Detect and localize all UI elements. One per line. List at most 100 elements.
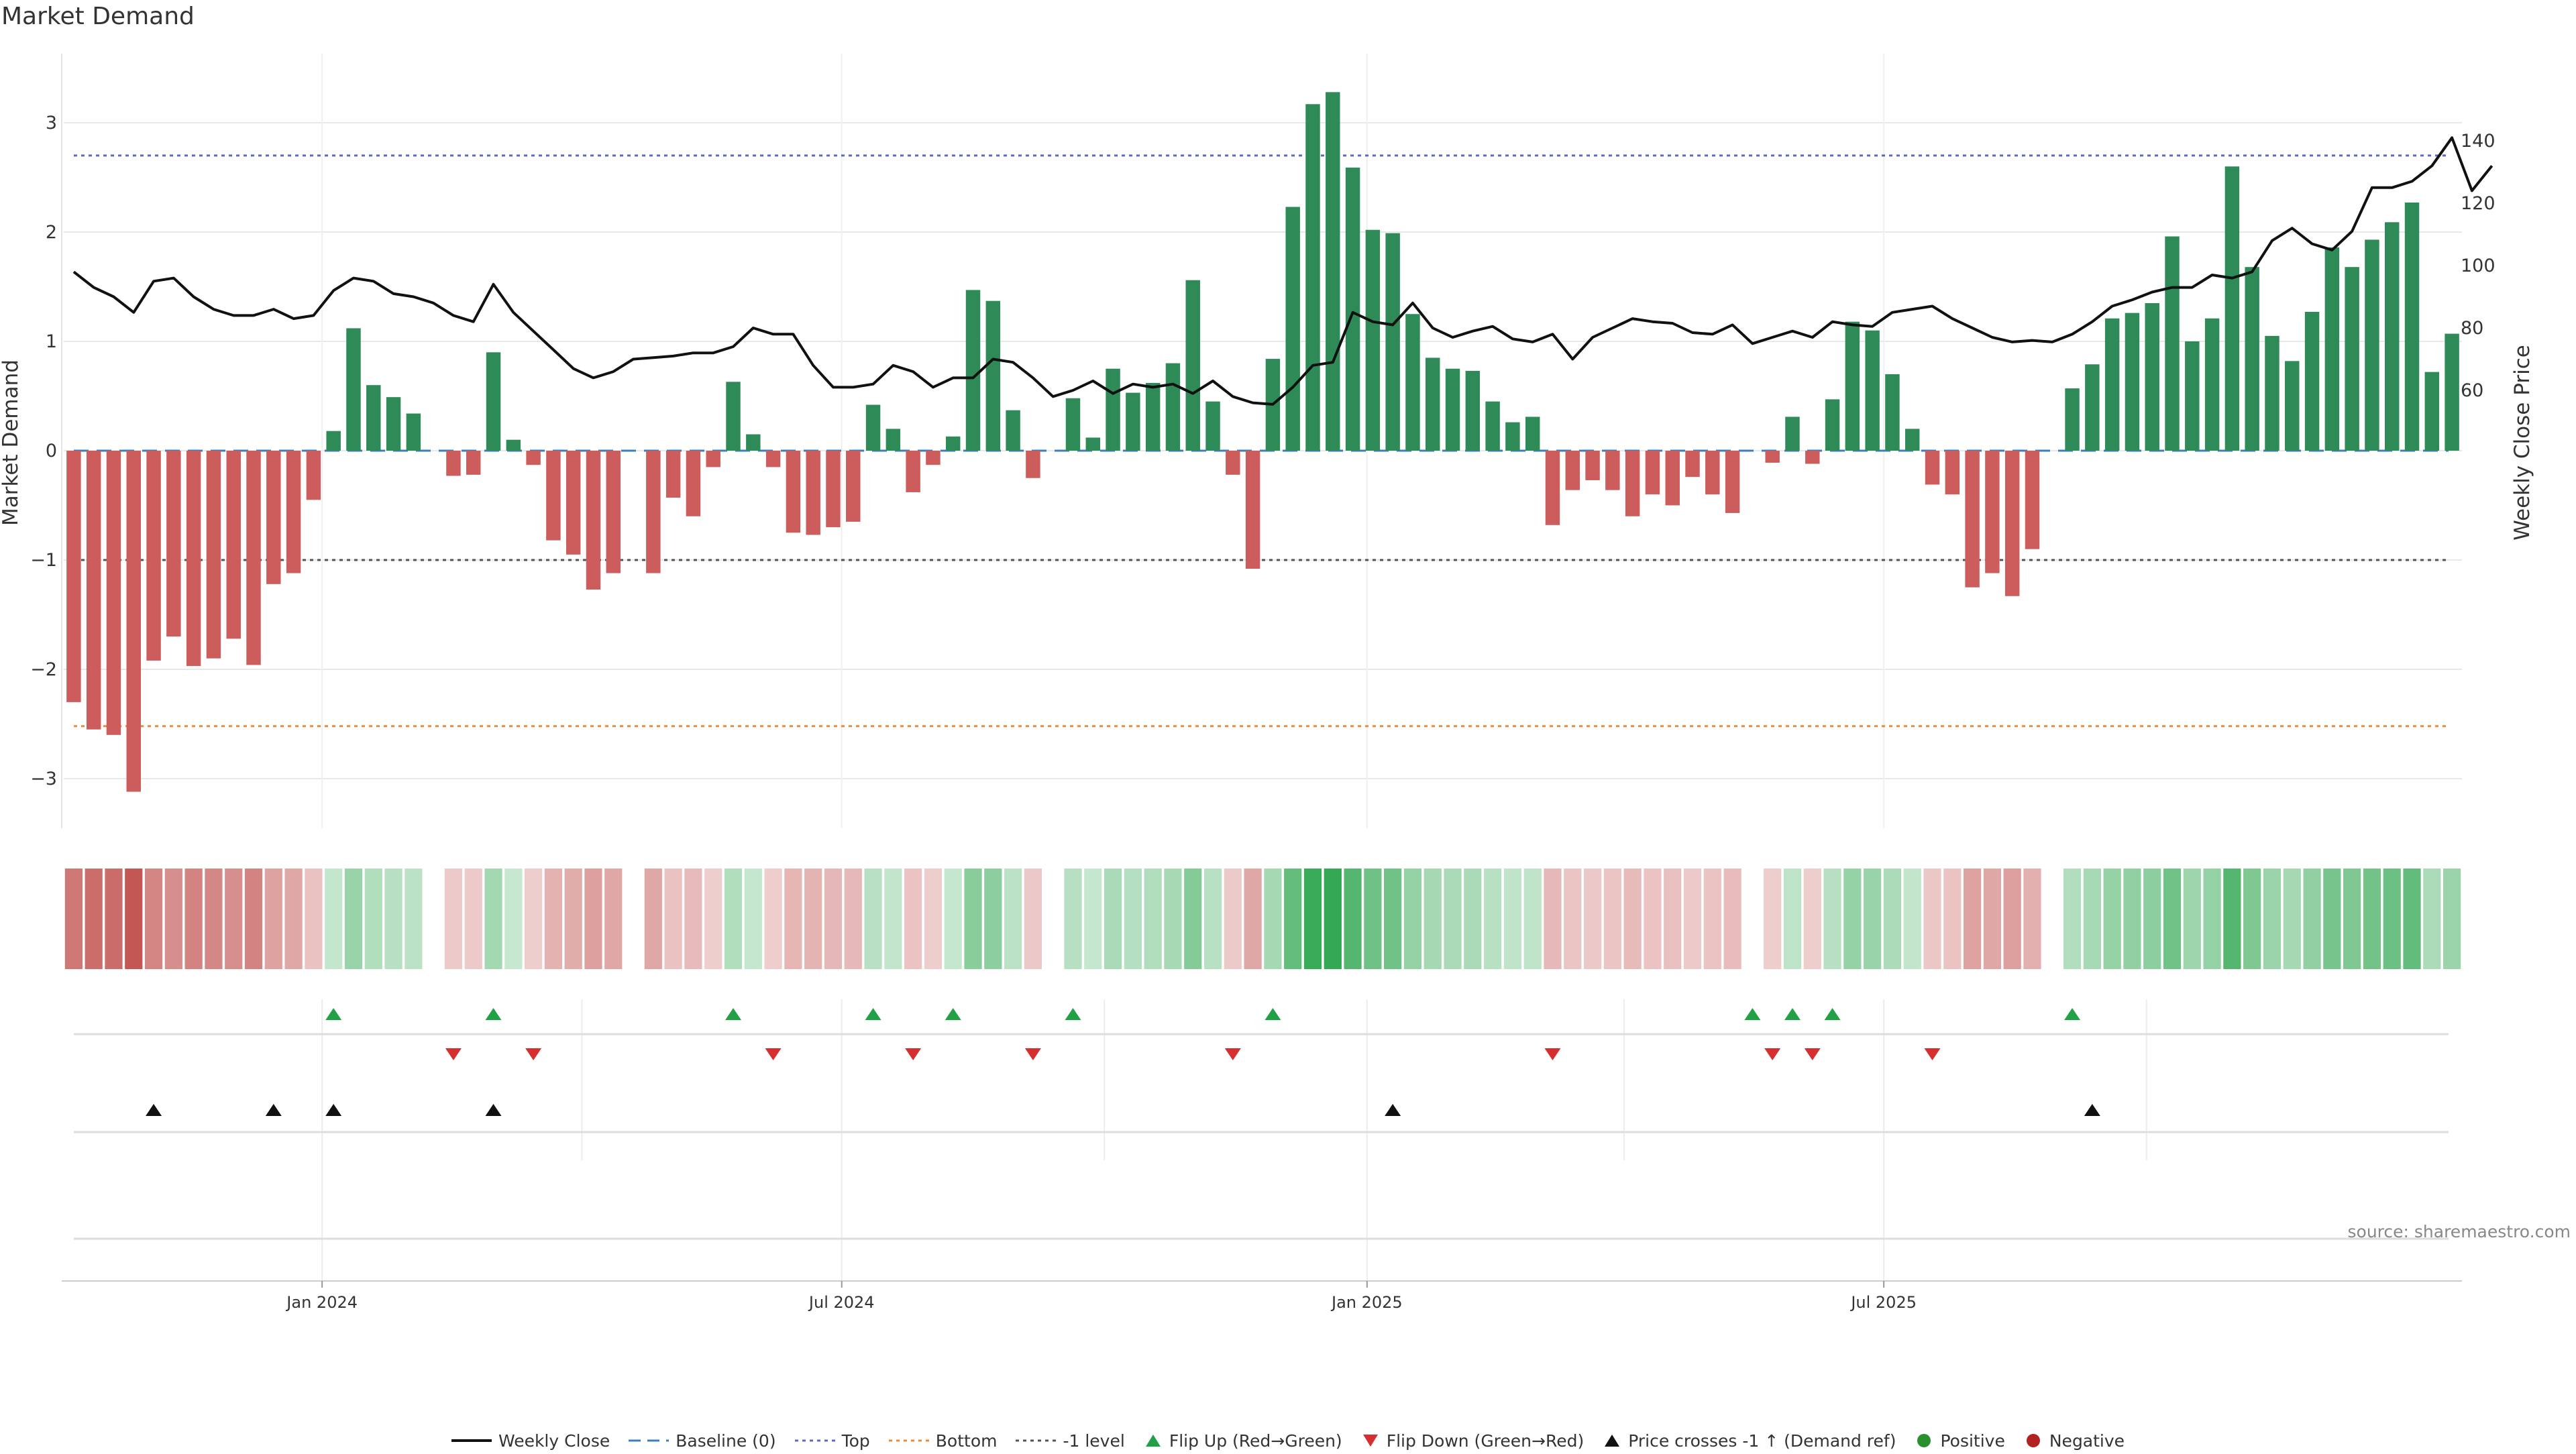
intensity-cell <box>85 869 103 969</box>
demand-bar <box>1205 401 1220 451</box>
intensity-strip-layer <box>64 869 2461 969</box>
intensity-cell <box>1823 869 1841 969</box>
demand-bar <box>166 451 181 637</box>
y-right-tick-label: 140 <box>2461 131 2496 152</box>
intensity-cell <box>504 869 523 969</box>
chart-title: Market Demand <box>1 3 195 30</box>
intensity-cell <box>2063 869 2082 969</box>
demand-bar <box>1445 368 1460 451</box>
demand-bar <box>1505 422 1520 451</box>
intensity-cell <box>2323 869 2341 969</box>
grid-layer <box>64 54 2462 1281</box>
intensity-cell <box>2403 869 2421 969</box>
intensity-cell <box>2123 869 2141 969</box>
intensity-cell <box>184 869 203 969</box>
x-tick-label: Jan 2025 <box>1330 1293 1403 1312</box>
legend-label: Positive <box>1940 1431 2005 1451</box>
demand-bar <box>1385 233 1400 451</box>
demand-bar <box>1065 398 1081 451</box>
intensity-cell <box>2363 869 2381 969</box>
intensity-cell <box>964 869 982 969</box>
intensity-cell <box>344 869 363 969</box>
demand-bar <box>806 451 820 535</box>
demand-bar <box>1145 382 1161 451</box>
demand-bar <box>1785 416 1800 451</box>
demand-bar <box>2085 364 2100 451</box>
flip-up-marker <box>1265 1008 1281 1020</box>
intensity-cell <box>384 869 402 969</box>
legend-item: Flip Down (Green→Red) <box>1361 1431 1584 1451</box>
intensity-cell <box>1244 869 1262 969</box>
intensity-cell <box>1903 869 1921 969</box>
demand-bar <box>2304 311 2320 451</box>
intensity-cell <box>1064 869 1082 969</box>
y-left-axis-title: Market Demand <box>0 359 23 526</box>
demand-bar <box>1165 363 1181 451</box>
intensity-cell <box>484 869 502 969</box>
intensity-cell <box>2163 869 2182 969</box>
price-cross-marker <box>1385 1104 1401 1116</box>
demand-bar <box>746 434 761 451</box>
intensity-cell <box>1564 869 1582 969</box>
demand-bar <box>1006 410 1020 451</box>
intensity-cell <box>944 869 962 969</box>
legend-item: Price crosses -1 ↑ (Demand ref) <box>1603 1431 1896 1451</box>
intensity-cell <box>464 869 482 969</box>
intensity-cell <box>644 869 662 969</box>
demand-bar <box>1126 392 1140 451</box>
intensity-cell <box>1783 869 1802 969</box>
demand-bar <box>1365 229 1381 451</box>
demand-bar <box>566 451 581 555</box>
flip-up-marker <box>1744 1008 1761 1020</box>
demand-bar <box>146 451 161 661</box>
demand-bar <box>2365 239 2379 451</box>
demand-bar <box>66 451 81 702</box>
price-cross-marker <box>146 1104 162 1116</box>
demand-bar <box>2404 202 2420 451</box>
intensity-cell <box>2303 869 2321 969</box>
demand-bar <box>246 451 261 665</box>
intensity-cell <box>205 869 223 969</box>
demand-bar <box>846 451 861 522</box>
demand-bar <box>1545 451 1560 525</box>
demand-bar <box>1285 207 1300 451</box>
demand-bar <box>1765 451 1780 463</box>
flip-down-marker <box>1024 1048 1041 1060</box>
flip-down-marker <box>1764 1048 1781 1060</box>
intensity-cell <box>1264 869 1282 969</box>
demand-bar <box>1945 451 1960 495</box>
intensity-cell <box>1104 869 1122 969</box>
legend-swatch <box>1362 1435 1378 1447</box>
demand-bar <box>326 431 341 451</box>
intensity-cell <box>1344 869 1362 969</box>
demand-bar <box>506 439 521 451</box>
intensity-cell <box>125 869 143 969</box>
legend-swatch <box>629 1439 669 1442</box>
intensity-cell <box>1084 869 1102 969</box>
x-tick-label: Jul 2025 <box>1849 1293 1917 1312</box>
legend-swatch <box>2026 1434 2040 1447</box>
demand-bar <box>486 352 501 451</box>
demand-bar <box>1085 437 1100 451</box>
demand-bar <box>926 451 941 465</box>
demand-bar <box>606 451 621 573</box>
x-tick-label: Jan 2024 <box>285 1293 358 1312</box>
demand-bar <box>1905 429 1920 451</box>
flip-down-marker <box>525 1048 542 1060</box>
flip-down-marker <box>445 1048 462 1060</box>
legend-swatch-triangle <box>1605 1435 1620 1447</box>
intensity-cell <box>904 869 922 969</box>
demand-bar <box>1026 451 1040 478</box>
event-markers-layer <box>74 1008 2449 1240</box>
intensity-cell <box>1943 869 1962 969</box>
demand-bar <box>686 451 701 516</box>
intensity-cell <box>924 869 943 969</box>
demand-bar <box>2145 302 2159 451</box>
intensity-cell <box>2243 869 2261 969</box>
legend-swatch-triangle <box>1362 1435 1378 1447</box>
intensity-cell <box>1203 869 1222 969</box>
demand-bar <box>1845 321 1860 451</box>
intensity-cell <box>1284 869 1302 969</box>
demand-bar <box>1185 280 1200 451</box>
